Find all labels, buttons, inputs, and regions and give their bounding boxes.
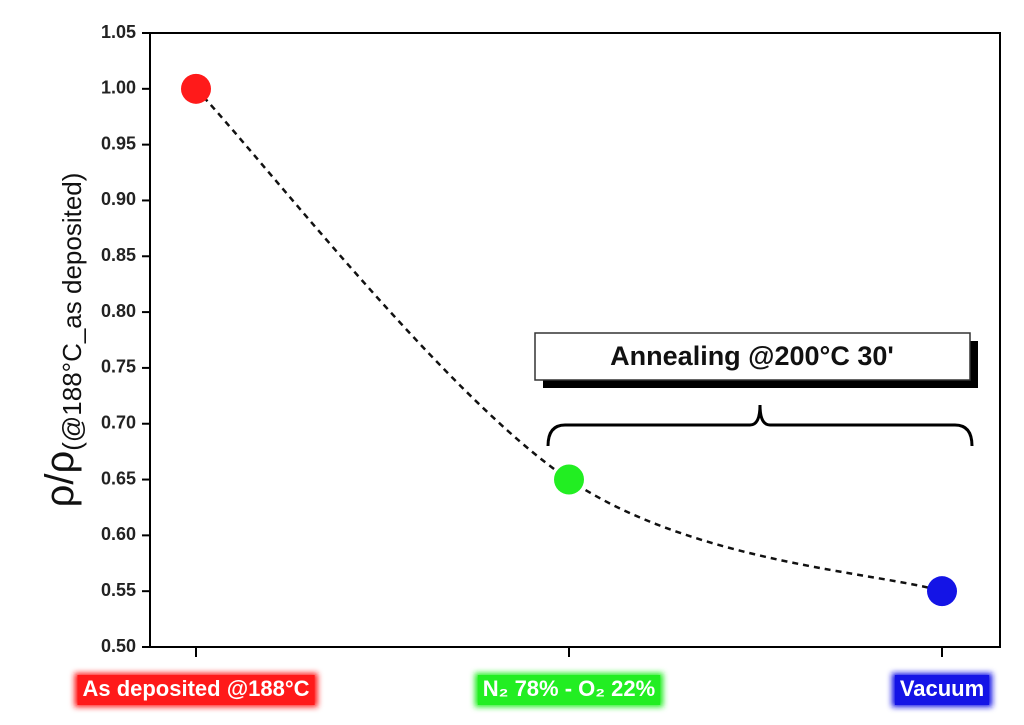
x-tick-label: N₂ 78% - O₂ 22%: [483, 676, 655, 701]
y-tick-label: 0.95: [101, 133, 136, 153]
y-axis-label: ρ/ρ(@188°C_as deposited): [38, 173, 87, 508]
annotation-box: [534, 332, 971, 381]
x-tick-label: As deposited @188°C: [82, 676, 309, 701]
point: [554, 464, 584, 495]
y-tick-label: 0.55: [101, 580, 136, 600]
brace: [546, 404, 974, 447]
x-label-box: [477, 675, 661, 705]
y-tick-label: 0.75: [101, 357, 136, 377]
x-tick-label: Vacuum: [900, 676, 984, 701]
y-tick-label: 0.70: [101, 412, 136, 432]
y-tick-label: 0.60: [101, 524, 136, 544]
point: [181, 73, 211, 104]
y-tick-label: 0.65: [101, 468, 136, 488]
x-label-box: [77, 675, 315, 705]
x-label-box: [894, 675, 990, 705]
plot-frame: [149, 32, 1001, 648]
y-tick-label: 0.90: [101, 189, 136, 209]
y-tick-label: 0.85: [101, 245, 136, 265]
point: [927, 576, 957, 607]
annotation-text: Annealing @200°C 30': [610, 341, 894, 371]
y-tick-label: 0.50: [101, 636, 136, 656]
y-tick-label: 1.05: [101, 22, 136, 42]
y-tick-label: 1.00: [101, 78, 136, 98]
y-tick-label: 0.80: [101, 301, 136, 321]
